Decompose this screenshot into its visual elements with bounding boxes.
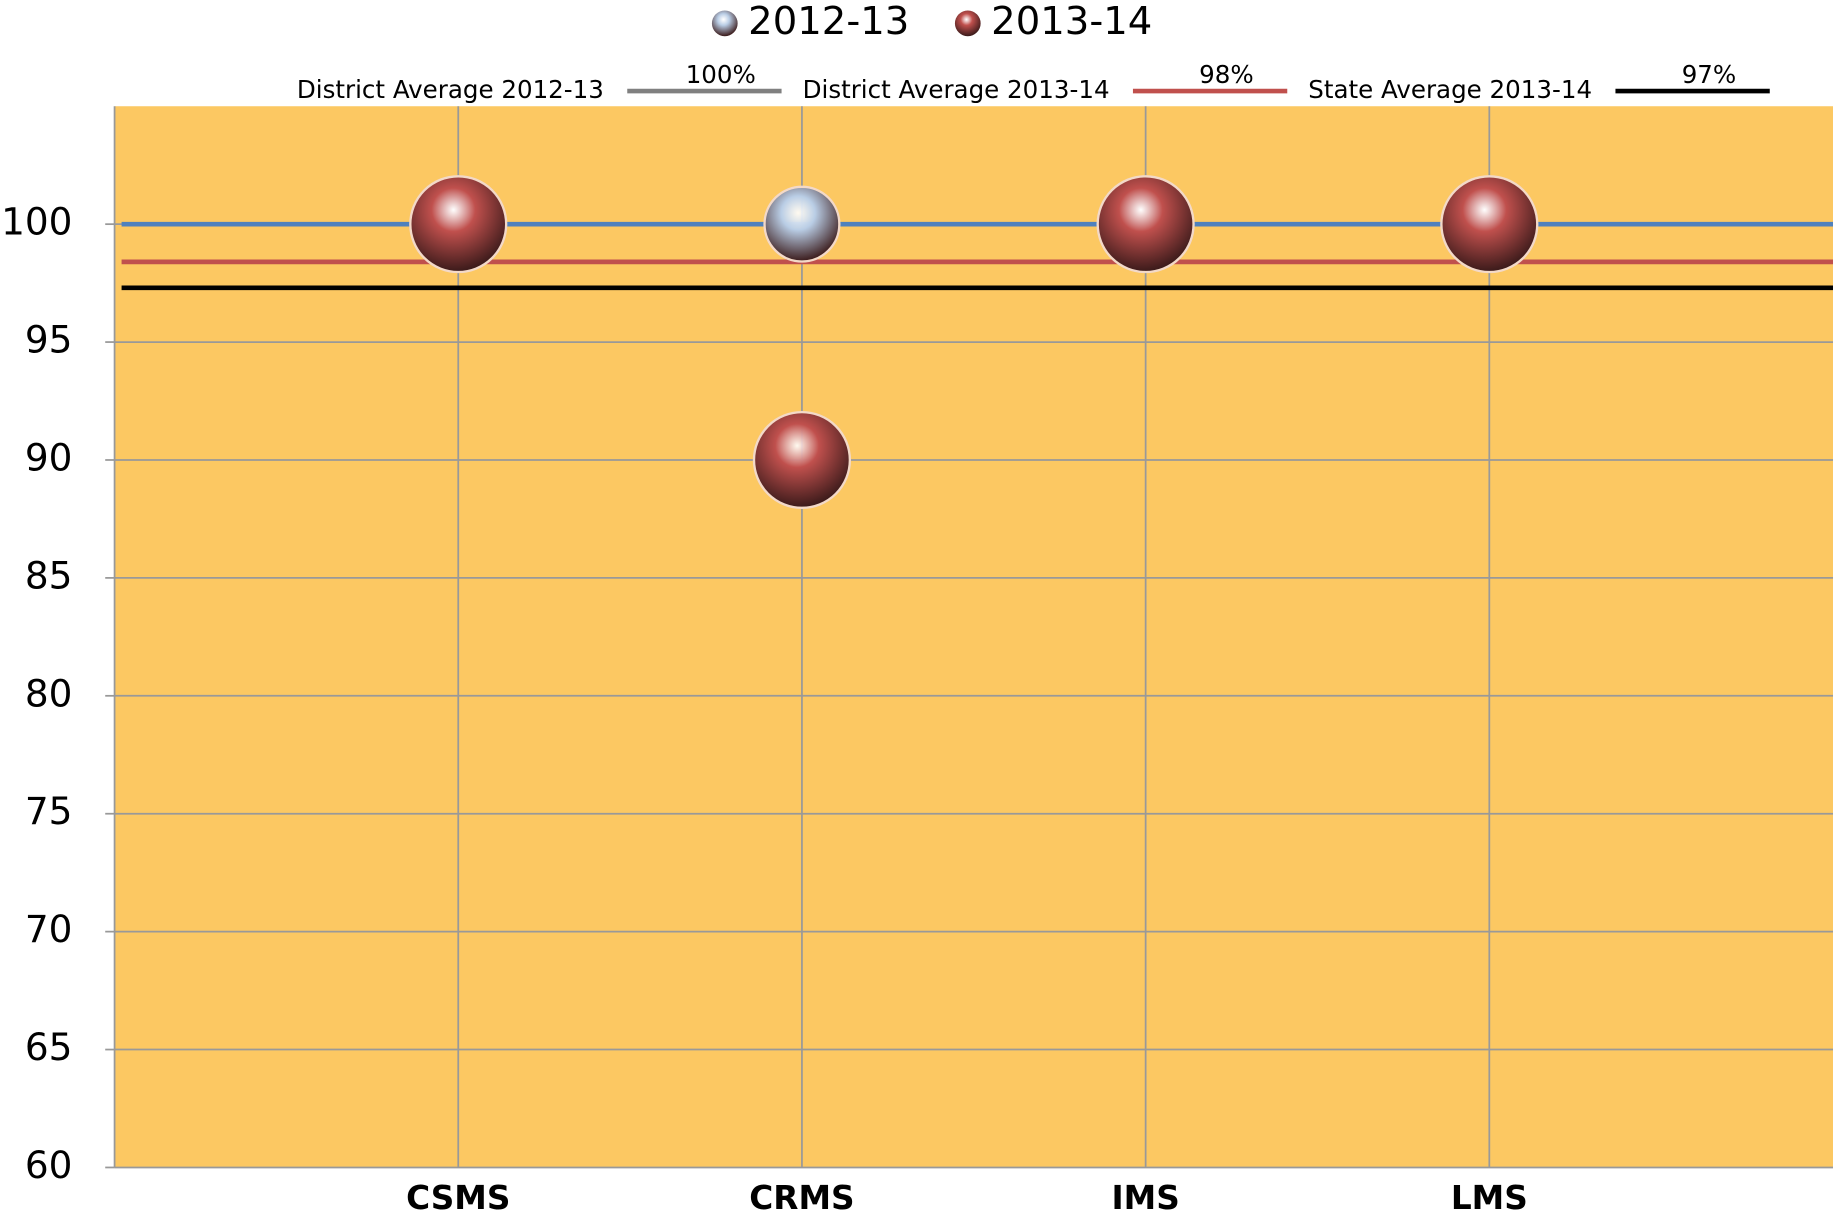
reference-legend-label: State Average 2013-14 [1308,75,1592,104]
reference-legend-label: District Average 2013-14 [803,75,1110,104]
legend-marker [954,10,981,37]
y-tick-label: 80 [25,671,73,715]
data-point [1440,175,1539,274]
legend-label: 2012-13 [748,0,909,44]
y-tick-label: 90 [25,435,73,479]
plot-area [114,106,1833,1168]
reference-value-label: 97% [1682,60,1737,89]
x-tick-label: IMS [1111,1179,1179,1217]
y-tick-label: 60 [25,1143,73,1187]
y-tick-label: 100 [1,200,72,244]
y-tick-label: 95 [25,318,73,362]
data-point [752,410,852,510]
y-tick-label: 75 [25,789,73,833]
legend-label: 2013-14 [991,0,1152,44]
y-tick-label: 85 [25,553,73,597]
data-point [763,185,841,263]
x-tick-label: CSMS [406,1179,510,1217]
y-tick-label: 65 [25,1025,73,1069]
data-point [1096,175,1195,274]
legend-marker [711,10,738,37]
reference-value-label: 98% [1199,60,1254,89]
y-tick-label: 70 [25,907,73,951]
x-tick-label: CRMS [749,1179,854,1217]
data-point [409,175,508,274]
x-tick-label: LMS [1451,1179,1528,1217]
reference-value-label: 100% [686,60,756,89]
reference-legend-label: District Average 2012-13 [297,75,604,104]
